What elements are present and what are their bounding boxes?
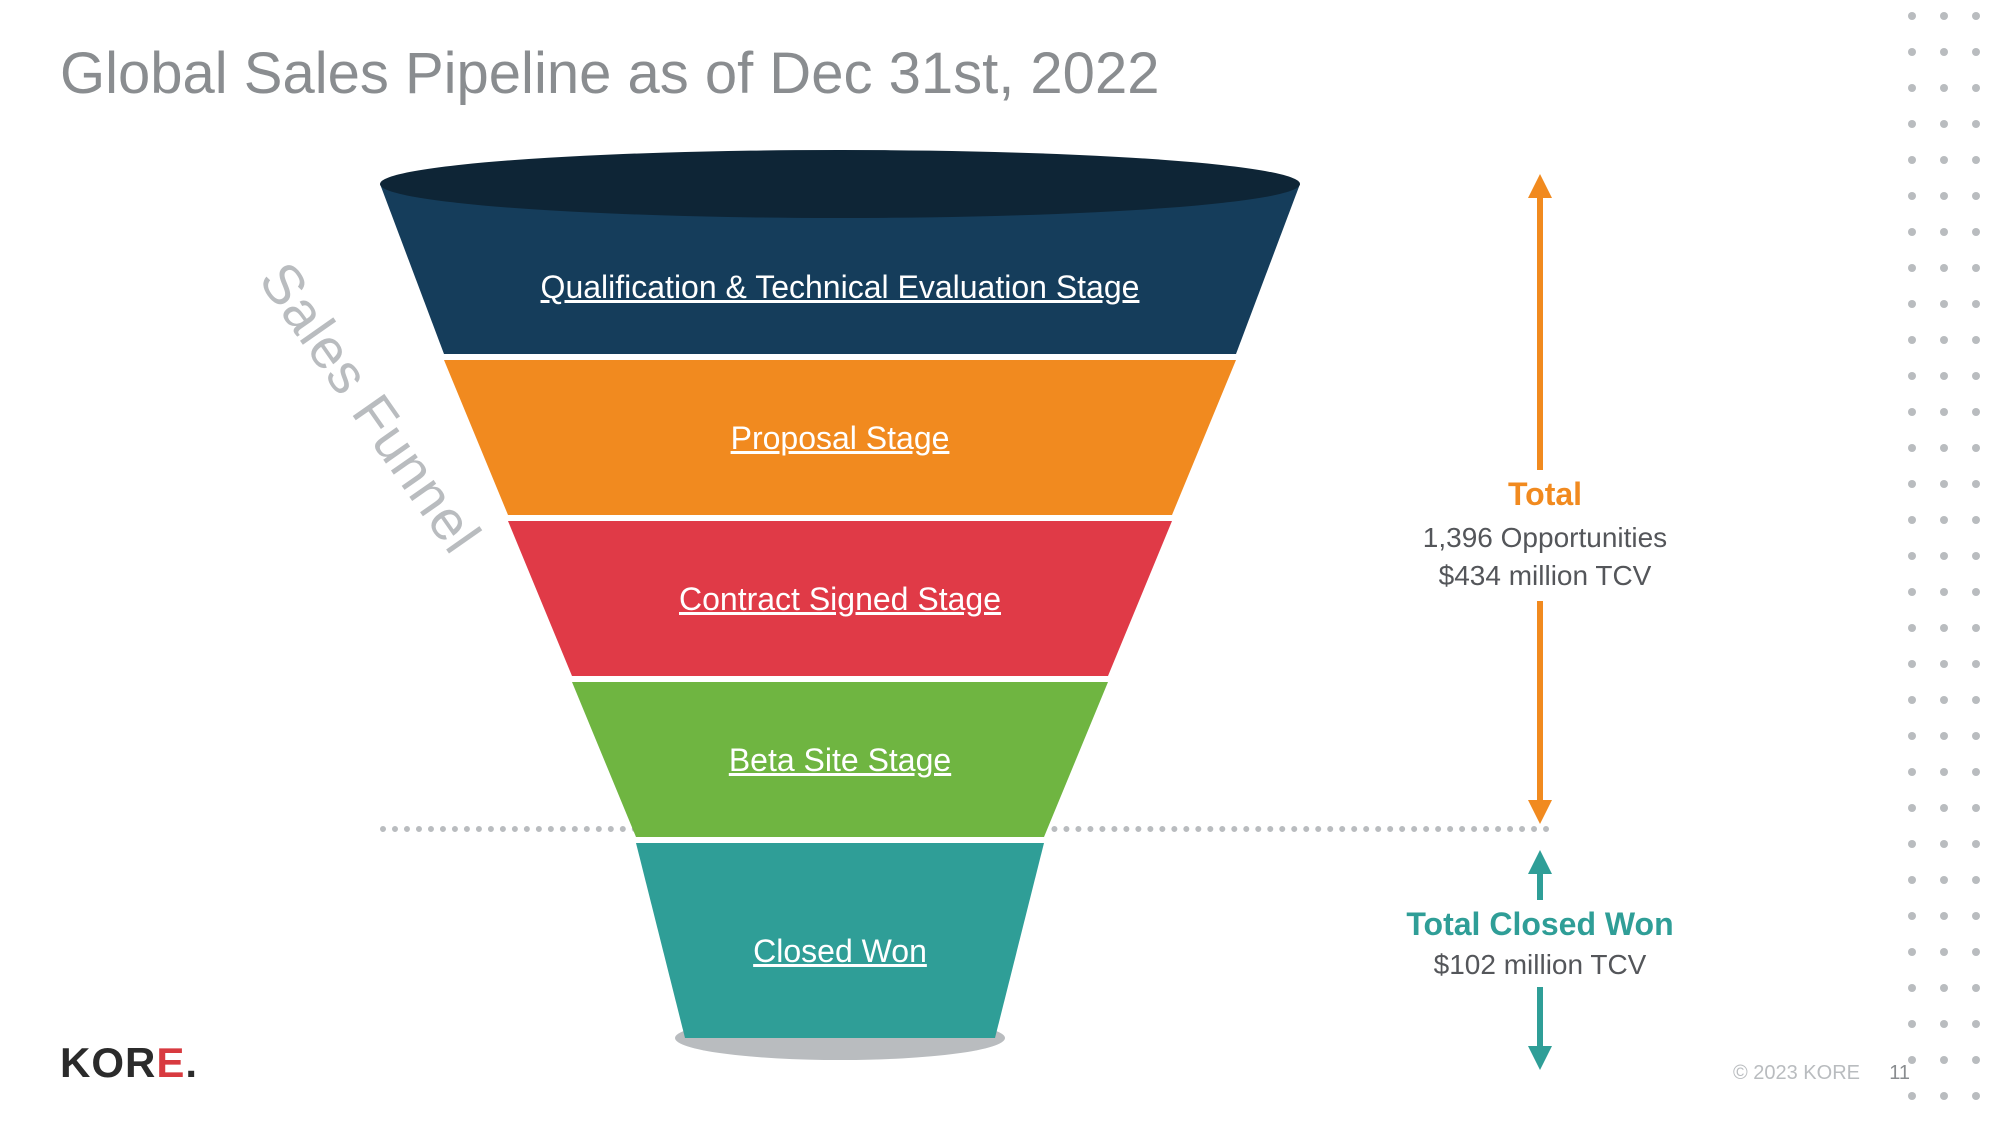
decorative-dot-grid xyxy=(1908,12,1982,1102)
funnel-stage-label: Proposal Stage xyxy=(380,420,1300,457)
page-number: 11 xyxy=(1889,1062,1910,1085)
funnel-stage-label: Closed Won xyxy=(380,933,1300,970)
closed-won-tcv: $102 million TCV xyxy=(1350,949,1730,981)
funnel-top-rim xyxy=(380,150,1300,218)
funnel-stage-label: Qualification & Technical Evaluation Sta… xyxy=(380,269,1300,306)
total-opportunities: 1,396 Opportunities xyxy=(1395,519,1695,557)
funnel-stage-label: Beta Site Stage xyxy=(380,742,1300,779)
funnel-stage: Beta Site Stage xyxy=(380,682,1300,837)
funnel-stage: Contract Signed Stage xyxy=(380,521,1300,676)
closed-won-summary: Total Closed Won $102 million TCV xyxy=(1350,900,1730,987)
total-tcv: $434 million TCV xyxy=(1395,557,1695,595)
brand-logo: KORE. xyxy=(60,1039,198,1087)
logo-text-accent: E xyxy=(156,1039,185,1086)
funnel-stage-label: Contract Signed Stage xyxy=(380,581,1300,618)
logo-text-main: KOR xyxy=(60,1039,156,1086)
total-title: Total xyxy=(1395,476,1695,513)
total-summary: Total 1,396 Opportunities $434 million T… xyxy=(1395,470,1695,601)
logo-text-suffix: . xyxy=(185,1039,198,1086)
sales-funnel: Qualification & Technical Evaluation Sta… xyxy=(380,150,1300,970)
funnel-stage: Proposal Stage xyxy=(380,360,1300,515)
closed-won-title: Total Closed Won xyxy=(1350,906,1730,943)
page-title: Global Sales Pipeline as of Dec 31st, 20… xyxy=(60,40,1159,107)
funnel-stage: Closed Won xyxy=(380,843,1300,1038)
copyright-text: © 2023 KORE xyxy=(1733,1062,1860,1085)
